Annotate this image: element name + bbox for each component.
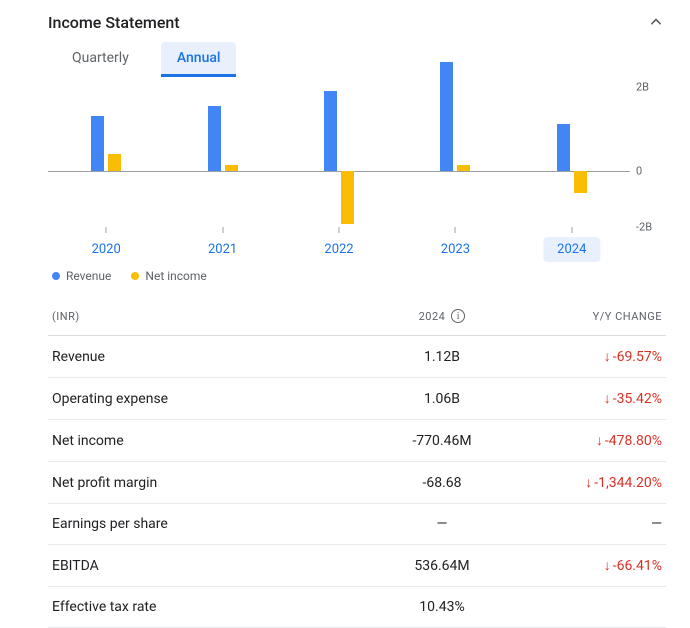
year-button-2020[interactable]: 2020 xyxy=(78,237,135,262)
chart-legend: Revenue Net income xyxy=(48,269,666,283)
table-row: Net income-770.46M-478.80% xyxy=(48,420,666,462)
chevron-up-icon[interactable] xyxy=(646,12,666,32)
table-row: Net profit margin-68.68-1,344.20% xyxy=(48,462,666,504)
row-label: Revenue xyxy=(52,349,372,365)
row-value: 536.64M xyxy=(372,558,512,574)
tab-quarterly[interactable]: Quarterly xyxy=(56,42,145,77)
table-row: Operating expense1.06B-35.42% xyxy=(48,378,666,420)
bar-chart: 2B0-2B 2020 2021 2022 2023 2024 xyxy=(48,87,666,267)
row-label: EBITDA xyxy=(52,558,372,574)
year-button-2023[interactable]: 2023 xyxy=(427,237,484,262)
year-axis: 2020 2021 2022 2023 2024 xyxy=(48,231,630,265)
income-statement-card: Income Statement Quarterly Annual 2B0-2B… xyxy=(0,0,690,628)
row-change: -478.80% xyxy=(512,432,662,449)
legend-swatch xyxy=(131,272,139,280)
row-change: -1,344.20% xyxy=(512,474,662,491)
row-label: Net income xyxy=(52,433,372,449)
row-value: 1.06B xyxy=(372,391,512,407)
value-column-header: 2024 i xyxy=(372,309,512,323)
row-value: 10.43% xyxy=(372,599,512,615)
row-value: -770.46M xyxy=(372,433,512,449)
row-change: -69.57% xyxy=(512,348,662,365)
net-income-bar xyxy=(225,165,238,171)
row-change: -66.41% xyxy=(512,557,662,574)
net-income-bar xyxy=(108,154,121,171)
legend-item: Revenue xyxy=(52,269,111,283)
legend-label: Net income xyxy=(145,269,206,283)
info-icon[interactable]: i xyxy=(451,309,465,323)
table-row: Effective tax rate10.43% xyxy=(48,587,666,628)
y-tick-label: -2B xyxy=(636,221,652,234)
bar-group xyxy=(193,87,253,227)
revenue-bar xyxy=(440,62,453,171)
card-title: Income Statement xyxy=(48,13,180,32)
row-value: 1.12B xyxy=(372,349,512,365)
row-change: -35.42% xyxy=(512,390,662,407)
currency-label: (INR) xyxy=(52,310,372,323)
net-income-bar xyxy=(341,171,354,224)
change-column-header: Y/Y CHANGE xyxy=(512,310,662,323)
bar-group xyxy=(425,87,485,227)
net-income-bar xyxy=(574,171,587,193)
period-tabs: Quarterly Annual xyxy=(48,42,666,81)
table-row: EBITDA536.64M-66.41% xyxy=(48,545,666,587)
year-button-2022[interactable]: 2022 xyxy=(310,237,367,262)
card-header[interactable]: Income Statement xyxy=(48,8,666,42)
year-button-2024[interactable]: 2024 xyxy=(543,237,600,262)
table-header: (INR) 2024 i Y/Y CHANGE xyxy=(48,297,666,336)
chart-plot xyxy=(48,87,630,227)
legend-item: Net income xyxy=(131,269,206,283)
net-income-bar xyxy=(457,165,470,171)
row-label: Operating expense xyxy=(52,391,372,407)
y-tick-label: 2B xyxy=(636,81,649,94)
bar-group xyxy=(542,87,602,227)
legend-label: Revenue xyxy=(66,269,111,283)
revenue-bar xyxy=(91,116,104,171)
revenue-bar xyxy=(557,124,570,171)
revenue-bar xyxy=(208,106,221,171)
bar-group xyxy=(76,87,136,227)
legend-swatch xyxy=(52,272,60,280)
tab-annual[interactable]: Annual xyxy=(161,42,237,77)
bar-group xyxy=(309,87,369,227)
table-row: Earnings per share—— xyxy=(48,504,666,545)
row-value: -68.68 xyxy=(372,475,512,491)
financials-table: (INR) 2024 i Y/Y CHANGE Revenue1.12B-69.… xyxy=(48,297,666,628)
table-row: Revenue1.12B-69.57% xyxy=(48,336,666,378)
row-label: Earnings per share xyxy=(52,516,372,532)
row-label: Effective tax rate xyxy=(52,599,372,615)
revenue-bar xyxy=(324,91,337,171)
year-button-2021[interactable]: 2021 xyxy=(194,237,251,262)
row-label: Net profit margin xyxy=(52,475,372,491)
y-tick-label: 0 xyxy=(636,165,642,178)
row-change: — xyxy=(512,516,662,532)
row-value: — xyxy=(372,516,512,532)
y-axis-labels: 2B0-2B xyxy=(636,87,666,227)
